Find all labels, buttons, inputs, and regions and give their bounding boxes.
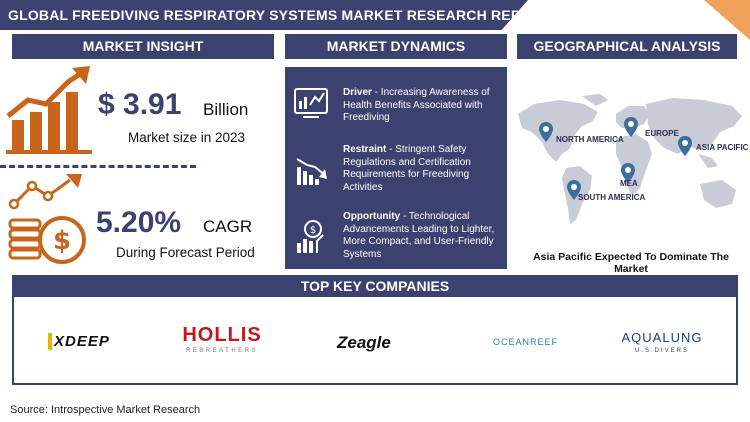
location-pin-icon <box>621 163 635 183</box>
source-note: Source: Introspective Market Research <box>10 404 201 416</box>
region-north-america: NORTH AMERICA <box>556 135 624 144</box>
logo-xdeep: XDEEP <box>48 333 110 350</box>
section-divider <box>0 165 196 168</box>
hollis-wordmark: HOLLIS <box>182 324 262 346</box>
restraint-text: - Stringent Safety Regulations and Certi… <box>343 144 471 193</box>
logo-hollis: HOLLIS REBREATHERS <box>180 324 264 354</box>
restraint-label: Restraint <box>343 144 387 155</box>
growth-coin-icon: $ <box>297 220 324 253</box>
analytics-icon <box>294 88 328 118</box>
dynamics-restraint: Restraint - Stringent Safety Regulations… <box>343 144 503 194</box>
cagr-caption: During Forecast Period <box>116 245 255 260</box>
geo-footnote: Asia Pacific Expected To Dominate The Ma… <box>533 251 729 275</box>
region-europe: EUROPE <box>645 129 679 138</box>
svg-text:$: $ <box>53 226 71 256</box>
geographical-analysis-header: GEOGRAPHICAL ANALYSIS <box>517 34 737 59</box>
market-size-value: $ 3.91 <box>98 88 182 121</box>
hollis-subtitle: REBREATHERS <box>185 348 259 354</box>
coin-stack-growth-icon: $ <box>8 174 86 264</box>
market-insight-header: MARKET INSIGHT <box>12 34 274 59</box>
region-mea: MEA <box>620 179 638 188</box>
dynamics-opportunity: Opportunity - Technological Advancements… <box>343 211 503 261</box>
logo-aqualung: AQUALUNG U.S.DIVERS <box>612 330 712 354</box>
report-title: GLOBAL FREEDIVING RESPIRATORY SYSTEMS MA… <box>0 0 528 30</box>
aqualung-subtitle: U.S.DIVERS <box>634 348 689 354</box>
location-pin-icon <box>539 122 553 142</box>
location-pin-icon <box>624 117 638 137</box>
region-south-america: SOUTH AMERICA <box>578 193 646 202</box>
market-size-caption: Market size in 2023 <box>128 130 246 145</box>
declining-bars-icon <box>296 158 327 185</box>
logo-oceanreef: OCEANREEF <box>493 337 559 347</box>
market-dynamics-panel: Driver - Increasing Awareness of Health … <box>285 67 507 269</box>
cagr-value: 5.20% <box>96 206 182 239</box>
driver-label: Driver <box>343 87 372 98</box>
logo-zeagle: Zeagle <box>337 333 391 352</box>
market-dynamics-header: MARKET DYNAMICS <box>285 34 507 59</box>
cagr-unit: CAGR <box>203 217 253 236</box>
corner-decoration <box>704 0 750 40</box>
companies-panel <box>12 297 738 385</box>
opportunity-label: Opportunity <box>343 211 401 222</box>
growth-chart-icon <box>6 66 92 154</box>
world-map <box>518 94 742 224</box>
svg-text:$: $ <box>310 225 316 236</box>
aqualung-wordmark: AQUALUNG <box>621 330 703 345</box>
market-size-unit: Billion <box>203 100 249 119</box>
dynamics-driver: Driver - Increasing Awareness of Health … <box>343 87 503 125</box>
top-key-companies-header: TOP KEY COMPANIES <box>12 275 738 297</box>
location-pin-icon <box>678 136 692 156</box>
region-asia-pacific: ASIA PACIFIC <box>696 143 749 152</box>
driver-text: - Increasing Awareness of Health Benefit… <box>343 87 490 123</box>
location-pin-icon <box>567 180 581 200</box>
opportunity-text: - Technological Advancements Leading to … <box>343 211 495 260</box>
